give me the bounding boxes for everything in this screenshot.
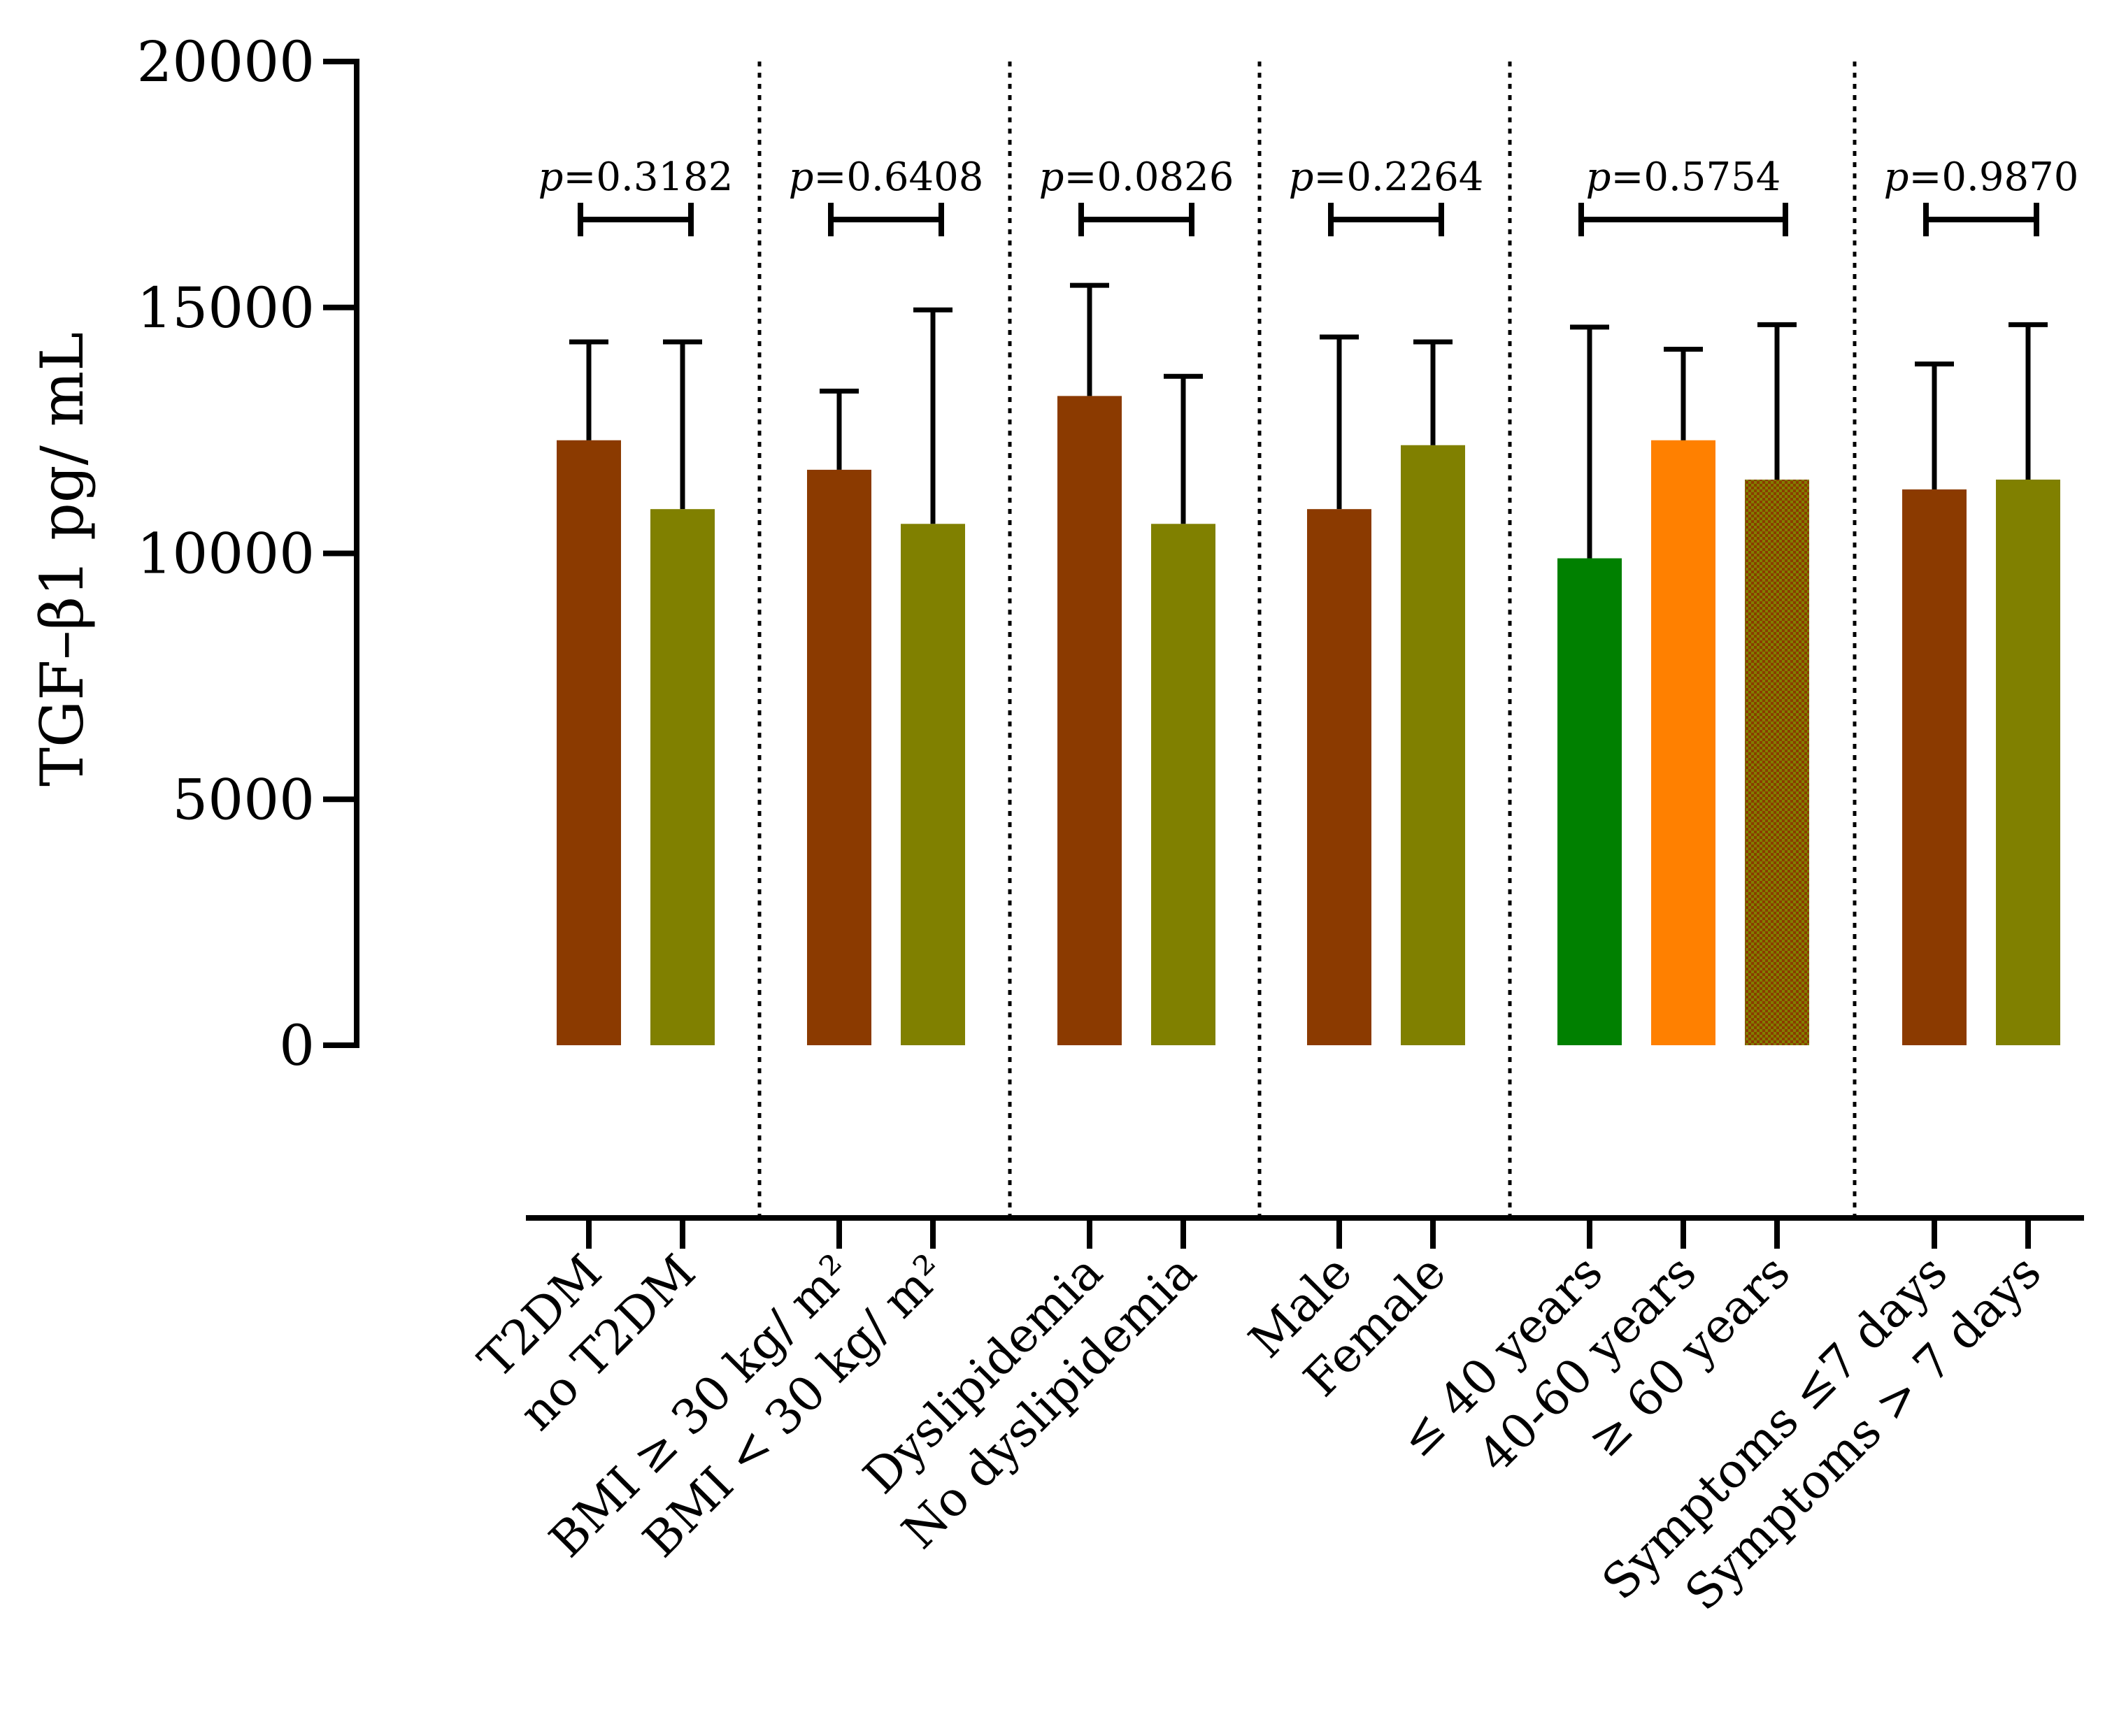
p-symbol: p — [1884, 155, 1909, 200]
p-value-label: p=0.6408 — [789, 155, 984, 200]
bar — [557, 440, 621, 1045]
p-symbol: p — [789, 155, 814, 200]
bar — [1651, 440, 1715, 1045]
p-equals: = — [563, 155, 596, 200]
p-value: 0.3182 — [596, 155, 733, 200]
p-equals: = — [813, 155, 846, 200]
p-symbol: p — [1289, 155, 1314, 200]
bar — [1151, 524, 1215, 1045]
bar — [1996, 479, 2060, 1045]
p-value: 0.9870 — [1941, 155, 2078, 200]
p-symbol: p — [538, 155, 564, 200]
bar — [1557, 558, 1622, 1045]
y-tick-label: 0 — [279, 1013, 315, 1078]
p-value-label: p=0.0826 — [1039, 155, 1234, 200]
bar — [807, 469, 871, 1045]
y-tick-label: 10000 — [137, 522, 315, 587]
bar — [1057, 396, 1122, 1045]
p-equals: = — [1611, 155, 1643, 200]
y-tick-label: 20000 — [137, 29, 315, 94]
p-value: 0.2264 — [1346, 155, 1483, 200]
y-tick-label: 15000 — [137, 275, 315, 340]
y-axis-title: TGF–β1 pg/ mL — [28, 332, 97, 787]
p-equals: = — [1064, 155, 1097, 200]
p-value-label: p=0.5754 — [1586, 155, 1781, 200]
p-value: 0.0826 — [1097, 155, 1234, 200]
p-value: 0.6408 — [846, 155, 983, 200]
p-value-label: p=0.9870 — [1884, 155, 2079, 200]
p-symbol: p — [1586, 155, 1611, 200]
p-equals: = — [1908, 155, 1941, 200]
y-tick-label: 5000 — [172, 767, 315, 832]
p-value-label: p=0.2264 — [1289, 155, 1484, 200]
bar — [1902, 489, 1967, 1045]
bar — [901, 524, 965, 1045]
bar — [1307, 509, 1371, 1045]
p-value: 0.5754 — [1643, 155, 1781, 200]
bar — [650, 509, 715, 1045]
p-symbol: p — [1039, 155, 1064, 200]
p-equals: = — [1313, 155, 1346, 200]
bar — [1745, 479, 1809, 1045]
bar — [1401, 445, 1465, 1045]
p-value-label: p=0.3182 — [538, 155, 734, 200]
